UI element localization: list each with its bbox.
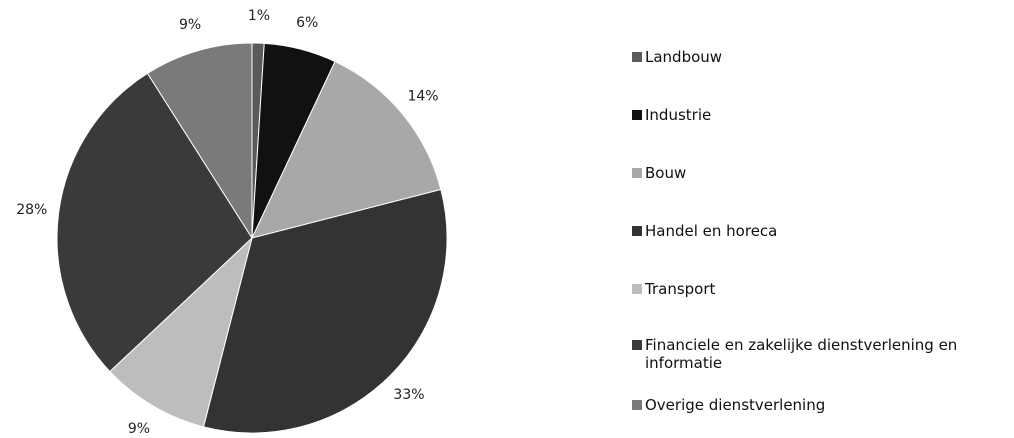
legend-swatch bbox=[632, 284, 642, 294]
legend-label: Transport bbox=[645, 280, 716, 298]
pie-slice bbox=[109, 236, 253, 428]
legend-swatch bbox=[632, 400, 642, 410]
legend-item: Landbouw bbox=[632, 48, 1012, 66]
data-label: 1% bbox=[248, 8, 270, 24]
legend-item: Handel en horeca bbox=[632, 222, 1012, 240]
data-label: 33% bbox=[393, 387, 424, 403]
legend-swatch bbox=[632, 110, 642, 120]
pie-slice bbox=[251, 60, 442, 239]
pie-slice bbox=[202, 188, 448, 434]
legend-item: Financiele en zakelijke dienstverlening … bbox=[632, 336, 1012, 372]
legend-label: Bouw bbox=[645, 164, 687, 182]
legend-swatch bbox=[632, 226, 642, 236]
data-label: 9% bbox=[128, 421, 150, 437]
data-label: 9% bbox=[179, 17, 201, 33]
legend-item: Industrie bbox=[632, 106, 1012, 124]
legend-swatch bbox=[632, 340, 642, 350]
legend-label: Industrie bbox=[645, 106, 712, 124]
legend-label: Landbouw bbox=[645, 48, 723, 66]
legend-item: Bouw bbox=[632, 164, 1012, 182]
legend-item: Overige dienstverlening bbox=[632, 396, 1012, 414]
legend-label: Overige dienstverlening bbox=[645, 396, 826, 414]
data-label: 28% bbox=[16, 202, 47, 218]
legend-swatch bbox=[632, 52, 642, 62]
legend-label: Financiele en zakelijke dienstverlening … bbox=[645, 336, 958, 372]
pie-slice bbox=[146, 42, 253, 240]
legend-label: Handel en horeca bbox=[645, 222, 778, 240]
data-label: 6% bbox=[296, 15, 318, 31]
legend-swatch bbox=[632, 168, 642, 178]
chart: 1% 6% 14% 33% 9% 28% 9% bbox=[16, 8, 448, 437]
legend-item: Transport bbox=[632, 280, 1012, 298]
pie-slice bbox=[56, 72, 253, 373]
data-label: 14% bbox=[407, 88, 438, 104]
